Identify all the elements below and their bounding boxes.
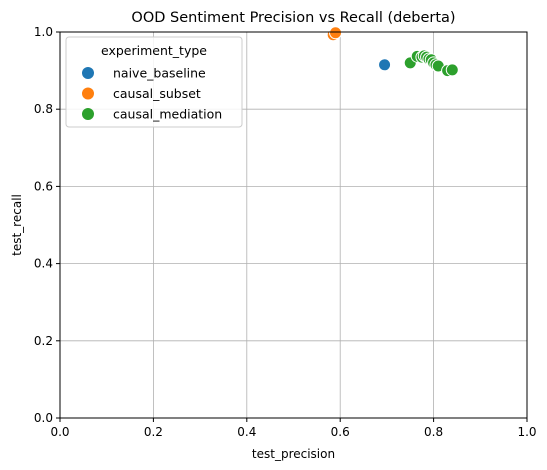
legend-entries: naive_baseline causal_subset causal_mediat…	[82, 66, 222, 122]
y-tick-label: 1.0	[34, 25, 53, 39]
y-tick-label: 0.4	[34, 257, 53, 271]
chart-title: OOD Sentiment Precision vs Recall (deber…	[131, 10, 455, 26]
x-tick-label: 0.2	[144, 425, 163, 439]
point-causal-mediation	[445, 63, 459, 77]
legend: experiment_type naive_baseline causal_sub…	[65, 36, 243, 128]
y-axis-ticks: 0.0 0.2 0.4 0.6 0.8 1.0	[34, 25, 60, 425]
y-tick-label: 0.6	[34, 179, 53, 193]
legend-marker-naive-baseline	[82, 67, 94, 79]
y-tick-label: 0.0	[34, 411, 53, 425]
legend-title: experiment_type	[101, 43, 207, 58]
point-causal-subset	[329, 26, 343, 40]
y-tick-label: 0.8	[34, 102, 53, 116]
x-tick-label: 1.0	[517, 425, 536, 439]
point-naive-baseline	[378, 58, 392, 72]
x-tick-label: 0.0	[50, 425, 69, 439]
legend-frame	[65, 36, 243, 128]
x-axis-ticks: 0.0 0.2 0.4 0.6 0.8 1.0	[50, 418, 537, 439]
x-tick-label: 0.6	[331, 425, 350, 439]
legend-marker-causal-subset	[82, 87, 94, 100]
y-axis-label: test_recall	[10, 194, 24, 256]
legend-label: naive_baseline	[113, 66, 206, 81]
x-tick-label: 0.8	[424, 425, 443, 439]
y-tick-label: 0.2	[34, 334, 53, 348]
data-points	[326, 26, 459, 78]
plot-area-frame	[59, 31, 528, 419]
legend-marker-causal-mediation	[82, 108, 94, 120]
x-tick-label: 0.4	[237, 425, 256, 439]
legend-label: causal_mediation	[113, 107, 222, 122]
legend-label: causal_subset	[113, 86, 201, 101]
x-axis-label: test_precision	[252, 447, 335, 461]
